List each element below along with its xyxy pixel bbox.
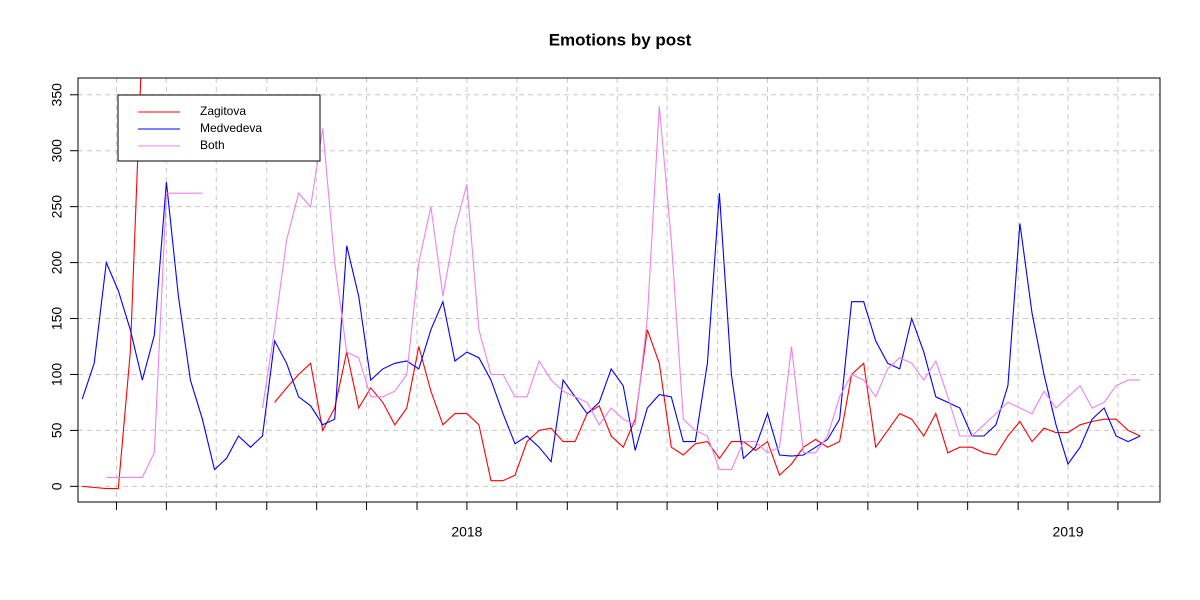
chart-title: Emotions by post: [549, 30, 692, 49]
y-tick-label: 250: [49, 195, 65, 219]
y-tick-label: 300: [49, 139, 65, 163]
series-line: [81, 181, 1141, 471]
legend-label: Zagitova: [200, 104, 246, 118]
plot-frame: [77, 77, 1161, 503]
y-tick-label: 50: [49, 422, 65, 438]
legend-box: [117, 94, 321, 162]
y-tick-label: 150: [49, 307, 65, 331]
y-tick-label: 350: [49, 83, 65, 107]
y-tick-label: 0: [49, 482, 65, 490]
y-tick-label: 200: [49, 251, 65, 275]
y-tick-label: 100: [49, 363, 65, 387]
legend-label: Medvedeva: [200, 121, 262, 135]
series-line: [82, 78, 1141, 490]
x-tick-label: 2019: [1052, 524, 1083, 540]
x-tick-label: 2018: [451, 524, 482, 540]
legend-label: Both: [200, 138, 225, 152]
series-line: [106, 105, 1141, 478]
